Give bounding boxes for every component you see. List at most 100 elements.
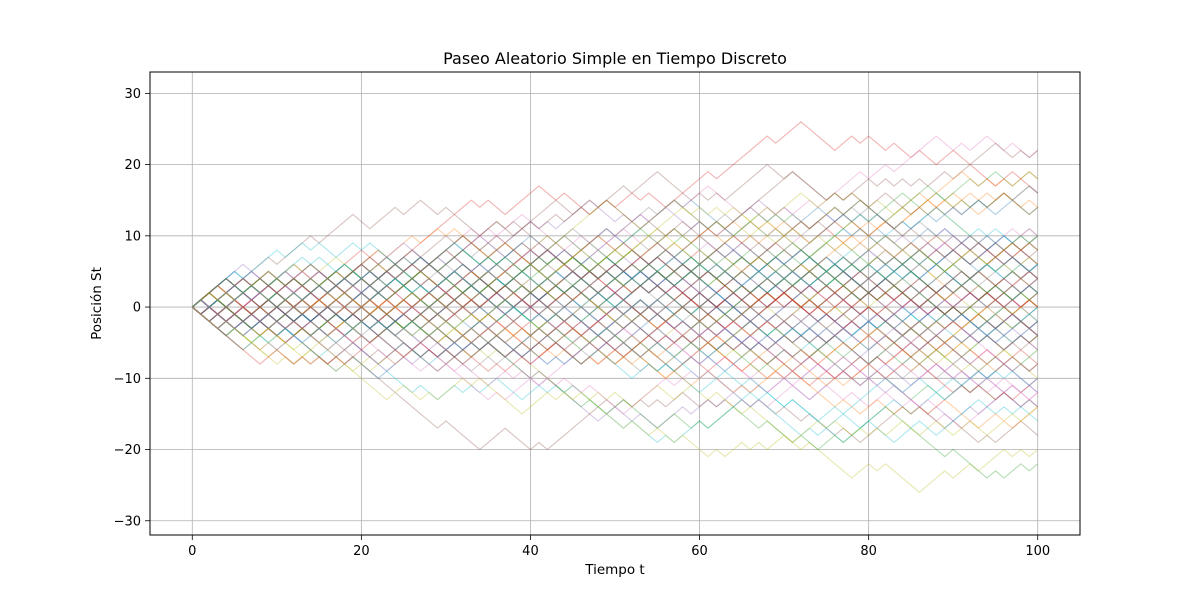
walk-path-line	[191, 242, 1039, 372]
y-tick-label: 20	[124, 158, 141, 173]
walk-path-line	[191, 242, 1039, 315]
walk-path-line	[191, 263, 1039, 330]
walk-path-line	[191, 299, 1039, 429]
walk-path-line	[191, 249, 1039, 393]
walk-path-line	[191, 284, 1039, 408]
walk-path-line	[191, 284, 1039, 365]
walk-path-line	[191, 263, 1039, 351]
walk-path-line	[191, 206, 1039, 315]
walk-path-line	[191, 220, 1039, 323]
walk-path-line	[191, 263, 1039, 315]
walk-path-line	[191, 270, 1039, 422]
walk-path-line	[191, 185, 1039, 351]
walk-path-line	[191, 242, 1039, 308]
walk-path-line	[191, 199, 1039, 308]
walk-path-line	[191, 192, 1039, 308]
y-axis-label: Posición St	[89, 267, 105, 340]
x-tick-label: 0	[188, 544, 196, 559]
walk-path-line	[191, 242, 1039, 330]
walk-path-line	[191, 199, 1039, 315]
walk-path-line	[191, 292, 1039, 451]
walk-path-line	[191, 306, 1039, 458]
walk-path-line	[191, 306, 1039, 394]
walk-path-line	[191, 235, 1039, 365]
walk-path-line	[191, 270, 1039, 358]
walk-path-line	[191, 206, 1039, 358]
walk-path-line	[191, 306, 1039, 394]
plot-frame	[149, 71, 1081, 536]
walk-path-line	[191, 235, 1039, 308]
walk-path-line	[191, 235, 1039, 323]
x-tick-label: 100	[1025, 544, 1050, 559]
walk-path-line	[191, 263, 1039, 344]
walk-path-line	[191, 306, 1039, 494]
walk-path-line	[191, 270, 1039, 429]
walk-path-line	[191, 220, 1039, 330]
walk-path-line	[191, 284, 1039, 444]
walk-path-line	[191, 242, 1039, 387]
walk-path-line	[191, 299, 1039, 394]
walk-path-line	[191, 306, 1039, 387]
walk-path-line	[191, 199, 1039, 308]
y-tick-label: −30	[114, 514, 141, 529]
chart-title: Paseo Aleatorio Simple en Tiempo Discret…	[443, 49, 787, 68]
walk-path-line	[191, 284, 1039, 337]
walk-path-line	[191, 256, 1039, 337]
y-tick-label: 10	[124, 229, 141, 244]
x-tick-label: 60	[691, 544, 708, 559]
x-tick-label: 40	[522, 544, 539, 559]
walk-path-line	[191, 270, 1039, 337]
walk-path-line	[191, 277, 1039, 401]
walk-path-line	[191, 199, 1039, 323]
walk-path-line	[191, 235, 1039, 344]
walk-path-line	[191, 306, 1039, 415]
walk-path-line	[191, 270, 1039, 358]
walk-path-line	[191, 270, 1039, 372]
walk-path-line	[191, 270, 1039, 337]
x-tick-label: 80	[860, 544, 877, 559]
walk-path-line	[191, 235, 1039, 323]
walk-path-line	[191, 192, 1039, 315]
walk-path-line	[191, 292, 1039, 429]
y-axis-ticks: −30 −20 −10 0 10 20 30	[114, 87, 150, 529]
walk-path-line	[191, 277, 1039, 479]
walk-path-line	[191, 249, 1039, 351]
walk-path-line	[191, 306, 1039, 380]
walk-path-line	[191, 284, 1039, 394]
walk-path-line	[191, 263, 1039, 344]
walk-path-line	[191, 256, 1039, 372]
walk-path-line	[191, 249, 1039, 323]
walk-path-line	[191, 306, 1039, 372]
walk-path-line	[191, 292, 1039, 380]
walk-path-line	[191, 306, 1039, 372]
walk-path-line	[191, 284, 1039, 387]
grid-lines	[150, 72, 1080, 535]
walk-path-line	[191, 256, 1039, 337]
walk-path-line	[191, 249, 1039, 323]
walk-path-line	[191, 249, 1039, 315]
x-axis-ticks: 0 20 40 60 80 100	[188, 535, 1050, 559]
walk-path-line	[191, 242, 1039, 308]
walk-path-line	[191, 256, 1039, 337]
walk-path-line	[191, 242, 1039, 337]
walk-path-line	[191, 170, 1039, 337]
walk-path-line	[191, 277, 1039, 337]
walk-path-line	[191, 270, 1039, 365]
walk-path-line	[191, 170, 1039, 315]
walk-path-line	[191, 263, 1039, 351]
walk-path-line	[191, 249, 1039, 344]
walk-path-line	[191, 263, 1039, 337]
walk-path-line	[191, 220, 1039, 315]
walk-path-line	[191, 121, 1039, 308]
x-tick-label: 20	[353, 544, 370, 559]
walk-path-line	[191, 263, 1039, 351]
walk-path-line	[191, 256, 1039, 351]
walk-path-line	[191, 235, 1039, 323]
walk-path-line	[191, 242, 1039, 365]
walk-path-line	[191, 284, 1039, 358]
y-tick-label: 0	[133, 301, 141, 316]
walk-paths	[191, 121, 1039, 494]
walk-path-line	[191, 185, 1039, 337]
walk-path-line	[191, 249, 1039, 330]
